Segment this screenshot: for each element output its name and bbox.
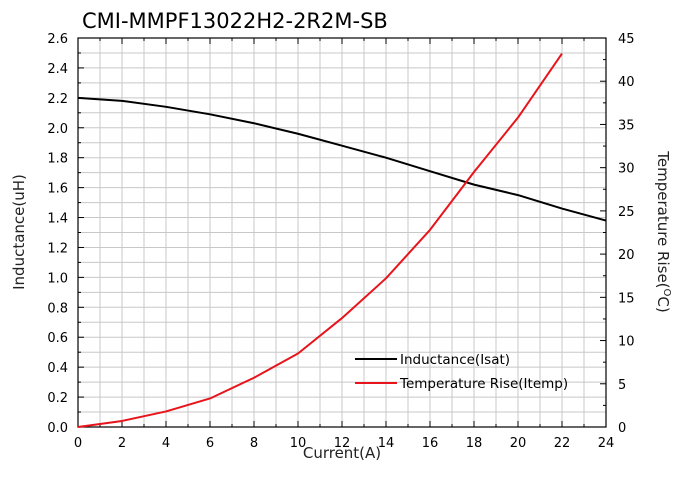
y-left-tick-label: 0.0: [47, 421, 68, 436]
x-tick-label: 14: [378, 436, 395, 451]
legend-label-temperature: Temperature Rise(Itemp): [399, 376, 568, 392]
x-tick-label: 20: [510, 436, 527, 451]
y-left-tick-label: 2.0: [47, 122, 68, 137]
y-left-tick-label: 0.8: [47, 301, 68, 316]
y-axis-right-label: Temperature Rise(OC): [654, 150, 672, 312]
y-right-tick-label: 25: [618, 205, 635, 220]
inductance-line: [77, 96, 607, 222]
y-left-tick-label: 0.2: [47, 391, 68, 406]
y-right-tick-label: 45: [618, 32, 635, 47]
y-left-tick-label: 1.2: [47, 241, 68, 256]
x-tick-label: 10: [290, 436, 307, 451]
y-left-tick-label: 0.6: [47, 331, 68, 346]
y-right-tick-label: 20: [618, 248, 635, 263]
y-left-tick-label: 1.0: [47, 271, 68, 286]
y-axis-left: 0.0 0.2 0.4 0.6 0.8 1.0 1.2 1.4 1.6 1.8 2.0 2.2 2.4 2…: [47, 32, 84, 436]
x-tick-label: 22: [554, 436, 571, 451]
x-tick-label: 18: [466, 436, 483, 451]
y-axis-right-label-end: C): [654, 296, 672, 312]
y-left-tick-label: 2.4: [47, 62, 68, 77]
chart-title: CMI-MMPF13022H2-2R2M-SB: [82, 9, 388, 33]
series-group: [77, 52, 607, 428]
y-left-tick-label: 2.2: [47, 92, 68, 107]
grid: [78, 38, 606, 427]
x-tick-label: 6: [206, 436, 214, 451]
x-tick-label: 4: [162, 436, 170, 451]
y-axis-right-label-main: Temperature Rise(: [654, 150, 672, 288]
y-right-tick-label: 40: [618, 75, 635, 90]
y-left-tick-label: 2.6: [47, 32, 68, 47]
y-axis-right-label-sup: O: [661, 289, 672, 297]
x-tick-label: 12: [334, 436, 351, 451]
temperature-rise-line: [77, 52, 563, 428]
x-axis-label: Current(A): [303, 444, 381, 462]
x-axis: 0 2 4 6 8 10 12 14 16 18 20 22 24: [74, 38, 614, 451]
x-tick-label: 16: [422, 436, 439, 451]
legend-label-inductance: Inductance(Isat): [400, 352, 510, 368]
x-tick-label: 24: [598, 436, 615, 451]
x-tick-label: 0: [74, 436, 82, 451]
x-tick-label: 8: [250, 436, 258, 451]
y-left-tick-label: 1.8: [47, 152, 68, 167]
y-right-tick-label: 5: [618, 378, 626, 393]
y-right-tick-label: 35: [618, 118, 635, 133]
y-left-tick-label: 1.6: [47, 182, 68, 197]
y-axis-right: 0 5 10 15 20 25 30 35 40 45: [600, 32, 635, 436]
y-left-tick-label: 0.4: [47, 361, 68, 376]
x-tick-label: 2: [118, 436, 126, 451]
legend: Inductance(Isat) Temperature Rise(Itemp): [355, 352, 568, 392]
y-right-tick-label: 15: [618, 291, 635, 306]
y-right-tick-label: 0: [618, 421, 626, 436]
y-right-tick-label: 30: [618, 162, 635, 177]
y-right-tick-label: 10: [618, 335, 635, 350]
y-left-tick-label: 1.4: [47, 212, 68, 227]
y-axis-left-label: Inductance(uH): [10, 174, 28, 290]
